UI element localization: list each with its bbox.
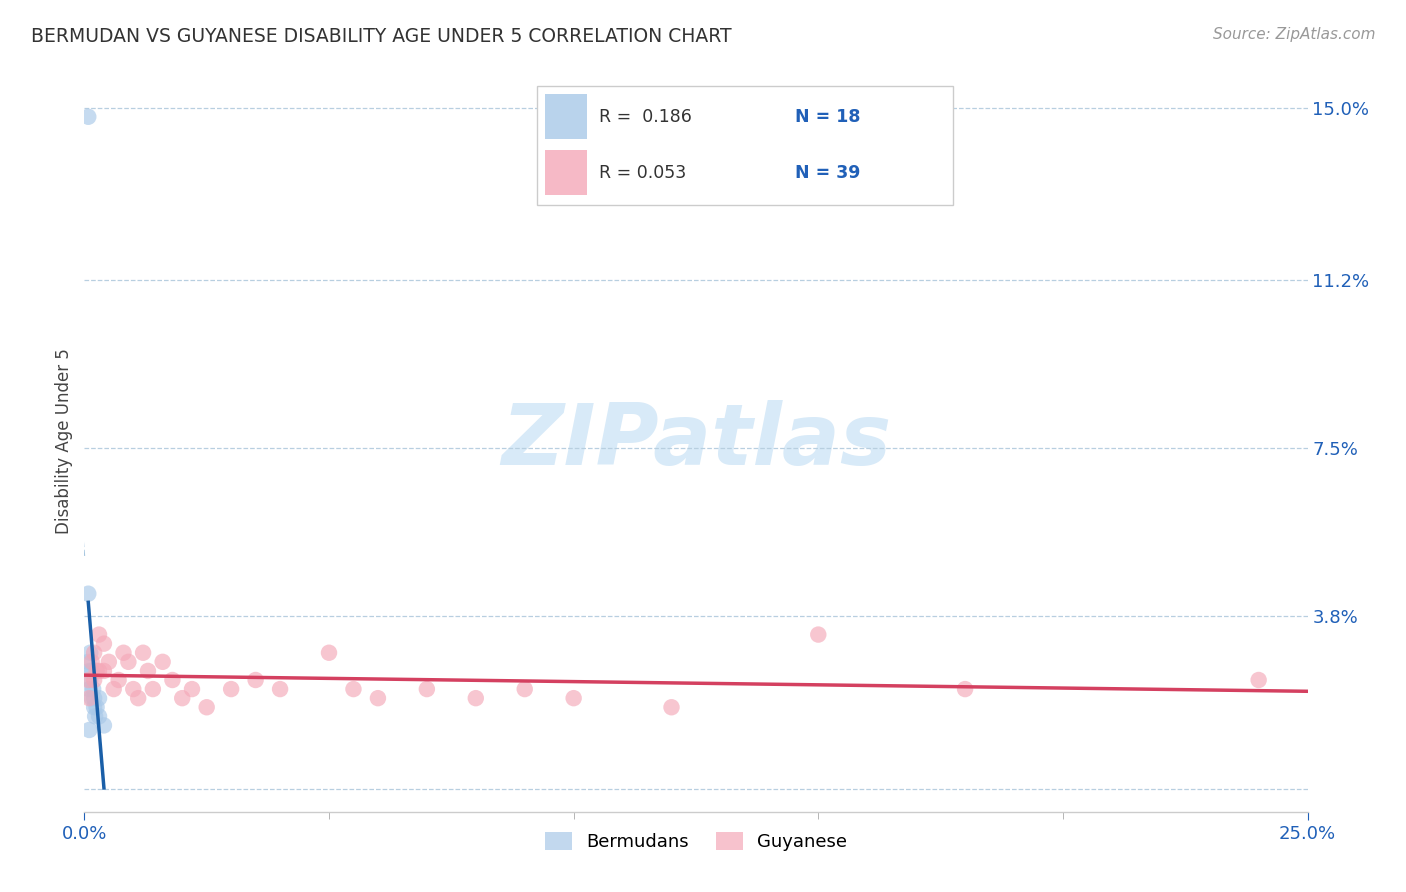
Legend: Bermudans, Guyanese: Bermudans, Guyanese bbox=[537, 824, 855, 858]
Point bbox=[953, 682, 976, 697]
Point bbox=[80, 691, 103, 706]
Point bbox=[318, 646, 340, 660]
Point bbox=[87, 691, 110, 706]
Y-axis label: Disability Age Under 5: Disability Age Under 5 bbox=[55, 349, 73, 534]
Point bbox=[77, 587, 100, 601]
Point bbox=[172, 691, 194, 706]
Point bbox=[107, 673, 129, 687]
Text: BERMUDAN VS GUYANESE DISABILITY AGE UNDER 5 CORRELATION CHART: BERMUDAN VS GUYANESE DISABILITY AGE UNDE… bbox=[31, 27, 731, 45]
Point bbox=[77, 110, 100, 124]
Point bbox=[93, 718, 115, 732]
Point bbox=[87, 627, 110, 641]
Point bbox=[93, 637, 115, 651]
Point bbox=[367, 691, 389, 706]
Point bbox=[152, 655, 174, 669]
Point bbox=[132, 646, 155, 660]
Point bbox=[162, 673, 184, 687]
Point bbox=[181, 682, 204, 697]
Point bbox=[93, 664, 115, 678]
Point bbox=[122, 682, 145, 697]
Point bbox=[83, 673, 105, 687]
Point bbox=[464, 691, 486, 706]
Point bbox=[97, 655, 120, 669]
Point bbox=[77, 682, 100, 697]
Point bbox=[416, 682, 439, 697]
Point bbox=[77, 664, 100, 678]
Point bbox=[342, 682, 364, 697]
Point bbox=[195, 700, 218, 714]
Point bbox=[77, 691, 100, 706]
Point bbox=[84, 709, 107, 723]
Point bbox=[82, 682, 104, 697]
Point bbox=[83, 700, 105, 714]
Point bbox=[77, 673, 100, 687]
Point bbox=[79, 646, 101, 660]
Point bbox=[136, 664, 159, 678]
Point bbox=[245, 673, 267, 687]
Text: Source: ZipAtlas.com: Source: ZipAtlas.com bbox=[1212, 27, 1375, 42]
Point bbox=[77, 655, 100, 669]
Point bbox=[86, 664, 108, 678]
Point bbox=[86, 700, 108, 714]
Point bbox=[117, 655, 139, 669]
Point bbox=[83, 646, 105, 660]
Point bbox=[80, 664, 103, 678]
Point bbox=[87, 709, 110, 723]
Point bbox=[513, 682, 536, 697]
Point bbox=[77, 723, 100, 737]
Point bbox=[1247, 673, 1270, 687]
Point bbox=[80, 655, 103, 669]
Point bbox=[87, 664, 110, 678]
Point bbox=[79, 673, 101, 687]
Point bbox=[142, 682, 165, 697]
Point bbox=[127, 691, 149, 706]
Point bbox=[269, 682, 291, 697]
Text: ZIPatlas: ZIPatlas bbox=[501, 400, 891, 483]
Point bbox=[807, 627, 830, 641]
Point bbox=[112, 646, 135, 660]
Point bbox=[103, 682, 125, 697]
Point bbox=[562, 691, 585, 706]
Point bbox=[83, 691, 105, 706]
Point bbox=[219, 682, 242, 697]
Point bbox=[661, 700, 683, 714]
